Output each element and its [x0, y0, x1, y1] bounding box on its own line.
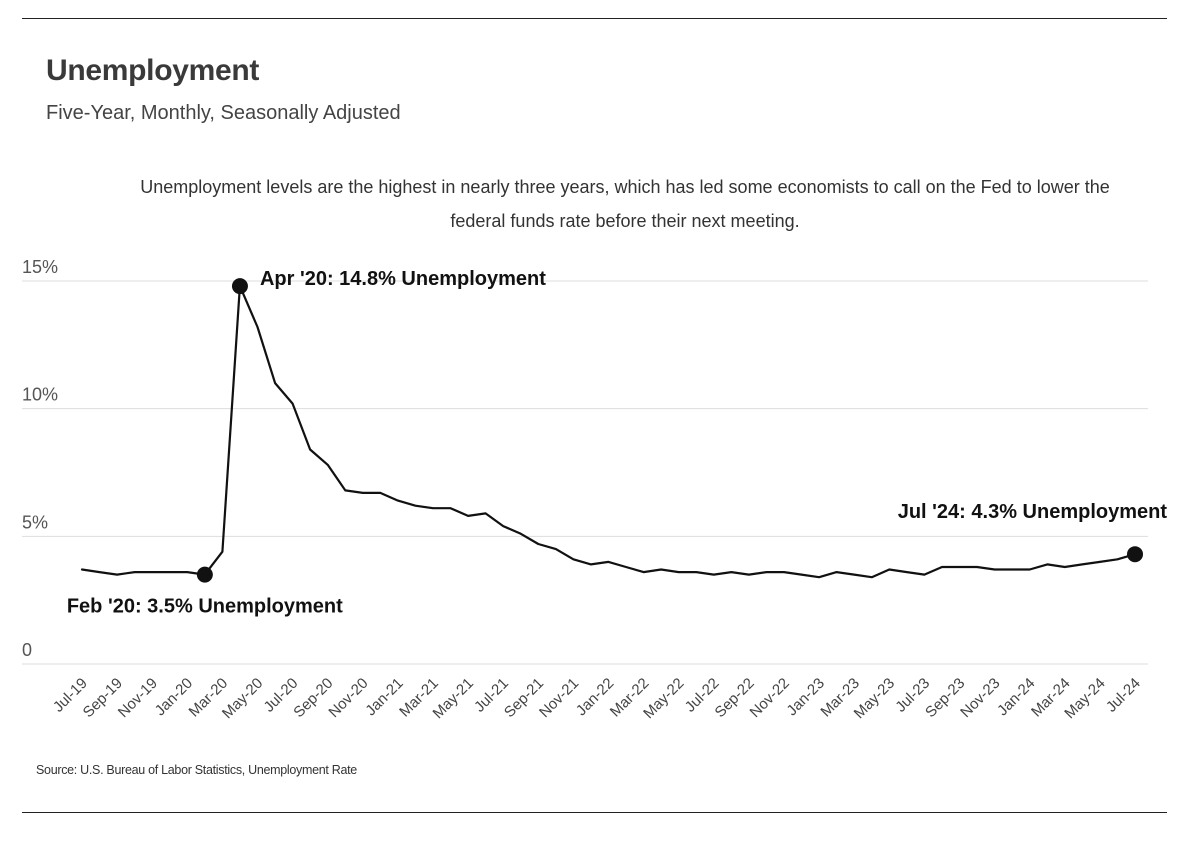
y-tick-label: 5%: [22, 512, 48, 532]
x-tick-label: Nov-22: [747, 675, 793, 721]
data-label: Apr '20: 14.8% Unemployment: [260, 268, 546, 290]
data-label: Jul '24: 4.3% Unemployment: [898, 501, 1168, 523]
x-tick-label: Nov-19: [115, 675, 161, 721]
bottom-rule: [22, 812, 1167, 813]
x-tick-label: Nov-20: [325, 675, 371, 721]
x-tick-label: Nov-21: [536, 675, 582, 721]
chart-subtitle: Five-Year, Monthly, Seasonally Adjusted: [46, 102, 401, 124]
highlight-point: [231, 278, 248, 295]
x-tick-label: Nov-23: [957, 675, 1003, 721]
top-rule: [22, 18, 1167, 19]
x-tick-label: Jul-24: [1103, 675, 1144, 716]
chart-title: Unemployment: [46, 54, 260, 87]
source-note: Source: U.S. Bureau of Labor Statistics,…: [36, 763, 357, 777]
series-line: [80, 285, 1137, 579]
y-tick-label: 10%: [22, 385, 58, 405]
data-label: Feb '20: 3.5% Unemployment: [67, 596, 343, 618]
highlight-point: [196, 566, 213, 583]
chart-annotation: Unemployment levels are the highest in n…: [140, 177, 1110, 231]
highlight-point: [1127, 546, 1143, 563]
y-tick-label: 15%: [22, 257, 58, 277]
y-tick-label: 0: [22, 640, 32, 660]
